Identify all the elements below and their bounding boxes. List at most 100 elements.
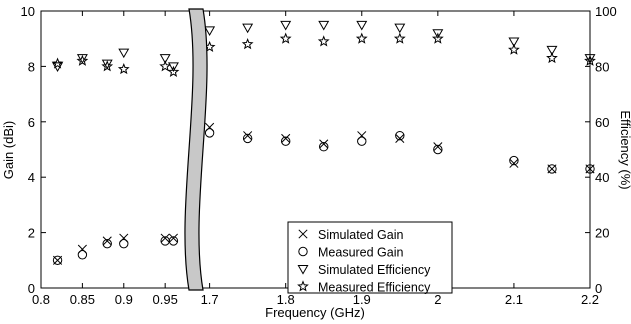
data-point — [585, 164, 595, 174]
data-point — [393, 32, 406, 44]
y2-tick-label: 40 — [595, 170, 609, 185]
x-tick-label: 2 — [434, 292, 441, 307]
x-axis-label: Frequency (GHz) — [265, 305, 365, 320]
x-tick-label: 0.85 — [70, 292, 95, 307]
data-point — [243, 131, 253, 141]
data-point — [119, 233, 129, 243]
legend-marker — [297, 280, 309, 292]
data-point — [357, 131, 367, 141]
x-tick-label: 1.9 — [353, 292, 371, 307]
data-point — [547, 164, 557, 174]
data-point — [433, 142, 443, 152]
y-tick-label: 2 — [28, 226, 35, 241]
data-point — [433, 144, 443, 155]
data-point — [101, 60, 114, 72]
data-point — [317, 35, 330, 47]
data-point — [319, 142, 329, 152]
y2-tick-label: 60 — [595, 115, 609, 130]
data-point — [357, 136, 367, 146]
x-tick-label: 0.8 — [32, 292, 50, 307]
data-point — [118, 48, 130, 59]
break-band — [184, 8, 208, 291]
data-point — [355, 32, 368, 44]
legend-label: Simulated Gain — [318, 228, 404, 242]
data-point — [279, 32, 292, 44]
legend-box — [287, 221, 453, 294]
data-point — [204, 26, 216, 37]
data-point — [160, 233, 170, 243]
data-point — [77, 244, 87, 254]
legend-label: Measured Efficiency — [318, 281, 431, 295]
data-point — [242, 23, 254, 34]
data-point — [280, 20, 292, 31]
data-point — [102, 238, 112, 249]
data-point — [432, 29, 444, 39]
y-tick-label: 4 — [28, 170, 35, 185]
data-point — [51, 57, 64, 69]
data-point — [76, 54, 88, 64]
y-tick-label: 6 — [28, 115, 35, 130]
series-measured-gain — [52, 128, 595, 265]
data-point — [205, 122, 215, 132]
y2-tick-label: 100 — [595, 4, 617, 19]
x-tick-label: 0.9 — [115, 292, 133, 307]
data-point — [509, 155, 519, 166]
legend: Simulated Gain Measured Gain Simulated Eff… — [287, 221, 453, 295]
data-point — [356, 20, 368, 31]
x-tick-label: 2.2 — [581, 292, 599, 307]
legend-marker — [298, 246, 308, 257]
data-point — [508, 37, 520, 48]
data-point — [102, 236, 112, 246]
data-point — [394, 23, 406, 34]
data-point — [204, 128, 215, 138]
data-point — [52, 62, 64, 73]
data-point — [584, 54, 596, 66]
data-point — [117, 62, 130, 75]
data-point — [167, 65, 180, 77]
legend-marker — [298, 229, 308, 239]
y2-tick-label: 80 — [595, 59, 609, 74]
series-simulated-efficiency — [52, 20, 596, 73]
y-axis-label-right: Efficiency (%) — [618, 110, 631, 189]
data-point — [546, 45, 558, 56]
axis-break — [184, 8, 208, 291]
data-point — [159, 60, 172, 72]
data-point — [52, 255, 63, 265]
legend-marker — [297, 265, 309, 275]
legend-label: Simulated Efficiency — [318, 263, 431, 277]
y2-tick-label: 20 — [595, 226, 609, 241]
x-tick-label: 2.1 — [505, 292, 523, 307]
data-point — [395, 133, 405, 143]
data-point — [101, 59, 113, 70]
data-point — [241, 38, 254, 50]
data-point — [77, 250, 88, 260]
data-point — [76, 54, 89, 66]
y-tick-label: 0 — [28, 281, 35, 296]
data-point — [281, 133, 291, 143]
data-point — [168, 233, 178, 243]
data-point — [119, 238, 129, 249]
data-point — [280, 136, 291, 146]
data-point — [509, 158, 519, 168]
x-tick-label: 0.95 — [153, 292, 178, 307]
data-point — [508, 43, 520, 55]
series-measured-efficiency — [51, 32, 596, 77]
legend-label: Measured Gain — [318, 246, 404, 260]
y-axis-label-left: Gain (dBi) — [1, 121, 16, 180]
data-point — [395, 130, 405, 141]
data-point — [159, 54, 171, 64]
data-point — [168, 236, 179, 246]
data-point — [318, 20, 330, 31]
data-point — [546, 51, 558, 64]
x-tick-label: 1.8 — [277, 292, 295, 307]
data-point — [584, 54, 596, 64]
x-tick-label: 1.7 — [201, 292, 219, 307]
y-tick-label: 8 — [28, 59, 35, 74]
data-point — [242, 133, 253, 144]
y-tick-label: 10 — [21, 4, 35, 19]
data-point — [167, 62, 179, 73]
data-point — [431, 32, 444, 44]
y2-tick-label: 0 — [595, 281, 602, 296]
